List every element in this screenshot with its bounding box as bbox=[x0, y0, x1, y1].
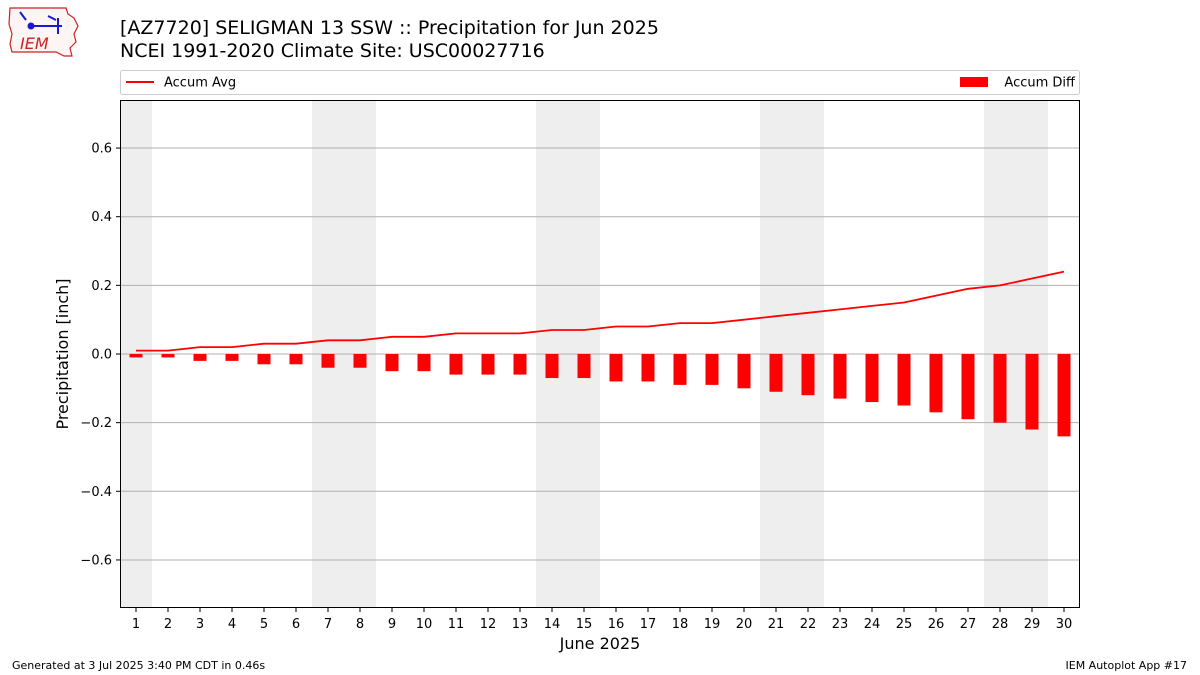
x-tick-label: 10 bbox=[416, 617, 433, 632]
x-tick-label: 21 bbox=[768, 617, 785, 632]
accum-diff-bar bbox=[769, 354, 783, 392]
weather-station-icon bbox=[19, 11, 62, 34]
x-tick-label: 3 bbox=[196, 617, 204, 632]
accum-diff-bar bbox=[193, 354, 207, 361]
x-axis-ticks: 1 2 3 4 5 6 7 8 9 10 11 12 13 14 15 16 17 18 19 20 21 22 23 24 2… bbox=[132, 608, 1072, 632]
y-tick-label: 0.0 bbox=[91, 348, 112, 363]
accum-diff-bar bbox=[609, 354, 623, 382]
x-tick-label: 27 bbox=[960, 617, 977, 632]
x-tick-label: 14 bbox=[544, 617, 561, 632]
chart-subtitle: NCEI 1991-2020 Climate Site: USC00027716 bbox=[120, 40, 545, 62]
accum-diff-bar bbox=[129, 354, 143, 358]
y-axis-label: Precipitation [inch] bbox=[53, 278, 72, 429]
x-tick-label: 18 bbox=[672, 617, 689, 632]
accum-diff-bar bbox=[353, 354, 367, 368]
gridlines bbox=[120, 147, 1080, 561]
x-tick-label: 30 bbox=[1056, 617, 1073, 632]
x-tick-label: 7 bbox=[324, 617, 332, 632]
accum-avg-line-group bbox=[136, 270, 1065, 352]
x-tick-label: 19 bbox=[704, 617, 721, 632]
x-tick-label: 5 bbox=[260, 617, 268, 632]
x-tick-label: 8 bbox=[356, 617, 364, 632]
y-tick-label: 0.4 bbox=[91, 210, 112, 225]
accum-diff-bar bbox=[673, 354, 687, 385]
logo-text: IEM bbox=[20, 34, 49, 53]
x-tick-label: 4 bbox=[228, 617, 236, 632]
iowa-outline-icon bbox=[8, 7, 79, 57]
x-tick-label: 16 bbox=[608, 617, 625, 632]
x-tick-label: 12 bbox=[480, 617, 497, 632]
y-tick-label: −0.4 bbox=[80, 485, 112, 500]
x-tick-label: 13 bbox=[512, 617, 529, 632]
plot-frame bbox=[120, 100, 1080, 608]
x-tick-label: 17 bbox=[640, 617, 657, 632]
accum-diff-bar bbox=[865, 354, 879, 403]
accum-diff-bar bbox=[705, 354, 719, 385]
y-tick-label: 0.6 bbox=[91, 142, 112, 157]
accum-diff-bar bbox=[161, 354, 175, 358]
y-tick-label: −0.6 bbox=[80, 553, 112, 568]
legend-frame bbox=[120, 70, 1080, 95]
chart-title: [AZ7720] SELIGMAN 13 SSW :: Precipitatio… bbox=[120, 17, 659, 39]
accum-diff-bar bbox=[513, 354, 527, 375]
x-tick-label: 26 bbox=[928, 617, 945, 632]
x-tick-label: 2 bbox=[164, 617, 172, 632]
accum-diff-bar bbox=[225, 354, 239, 361]
y-axis-ticks: −0.6 −0.4 −0.2 0.0 0.2 0.4 0.6 bbox=[80, 142, 120, 568]
x-tick-label: 29 bbox=[1024, 617, 1041, 632]
accum-diff-bar bbox=[897, 354, 911, 406]
x-tick-label: 24 bbox=[864, 617, 881, 632]
accum-diff-bar bbox=[801, 354, 815, 396]
accum-diff-bar bbox=[321, 354, 335, 368]
x-tick-label: 22 bbox=[800, 617, 817, 632]
x-tick-label: 23 bbox=[832, 617, 849, 632]
accum-diff-bar bbox=[1025, 354, 1039, 430]
y-tick-label: −0.2 bbox=[80, 416, 112, 431]
accum-diff-bar bbox=[577, 354, 591, 379]
app-label: IEM Autoplot App #17 bbox=[1065, 659, 1188, 672]
accum-diff-bar bbox=[1057, 354, 1071, 437]
accum-diff-bar bbox=[833, 354, 847, 399]
x-tick-label: 28 bbox=[992, 617, 1009, 632]
x-tick-label: 20 bbox=[736, 617, 753, 632]
accum-diff-bar bbox=[961, 354, 975, 420]
accum-diff-bar bbox=[737, 354, 751, 389]
accum-diff-bar bbox=[385, 354, 399, 372]
accum-avg-line bbox=[136, 270, 1065, 352]
x-tick-label: 1 bbox=[132, 617, 140, 632]
accum-diff-bar bbox=[641, 354, 655, 382]
accum-diff-bar bbox=[289, 354, 303, 365]
x-tick-label: 6 bbox=[292, 617, 300, 632]
accum-diff-bar bbox=[417, 354, 431, 372]
iem-logo: IEM bbox=[8, 7, 79, 57]
accum-diff-bar bbox=[929, 354, 943, 413]
accum-diff-bar bbox=[257, 354, 271, 365]
accum-diff-bar bbox=[545, 354, 559, 379]
accum-diff-bars bbox=[129, 354, 1071, 437]
accum-diff-bar bbox=[449, 354, 463, 375]
legend: Accum Avg Accum Diff bbox=[120, 70, 1080, 95]
legend-bar-swatch bbox=[960, 77, 988, 87]
legend-label-accum-diff: Accum Diff bbox=[1004, 76, 1076, 91]
accum-diff-bar bbox=[481, 354, 495, 375]
legend-label-accum-avg: Accum Avg bbox=[164, 76, 236, 91]
x-axis-label: June 2025 bbox=[559, 634, 641, 653]
x-tick-label: 9 bbox=[388, 617, 396, 632]
x-tick-label: 11 bbox=[448, 617, 465, 632]
y-tick-label: 0.2 bbox=[91, 279, 112, 294]
accum-diff-bar bbox=[993, 354, 1007, 423]
generated-timestamp: Generated at 3 Jul 2025 3:40 PM CDT in 0… bbox=[12, 659, 266, 672]
x-tick-label: 15 bbox=[576, 617, 593, 632]
x-tick-label: 25 bbox=[896, 617, 913, 632]
